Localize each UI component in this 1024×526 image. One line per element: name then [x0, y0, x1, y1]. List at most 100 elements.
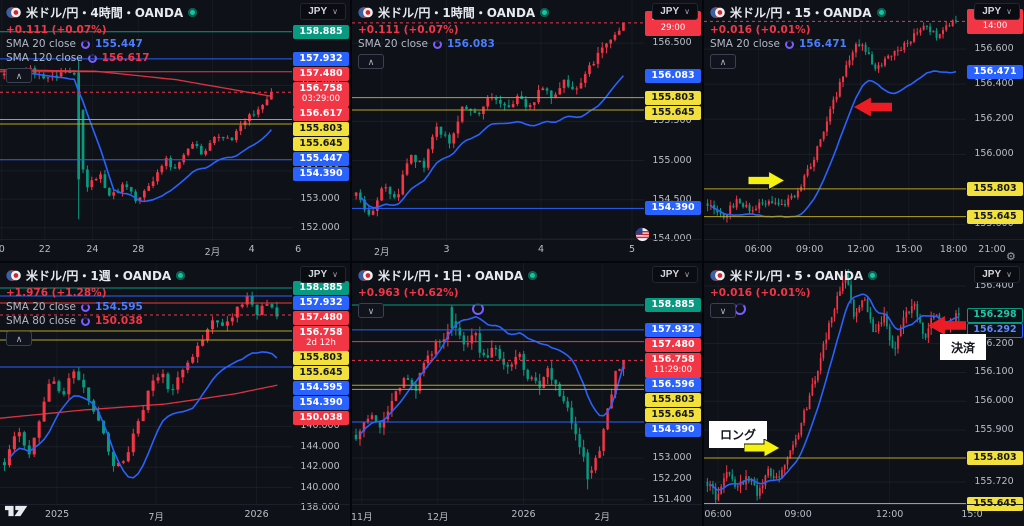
chart-panel-usdjpy-1h: 米ドル/円・1時間・OANDA +0.111 (+0.07%) SMA 20 c… [352, 0, 704, 263]
time-axis[interactable]: 11月 12月 2026 2月 [352, 504, 702, 526]
price-label: 154.390 [293, 396, 349, 410]
time-axis-tick: 15:0 [961, 509, 983, 520]
price-label: 155.645 [293, 366, 349, 380]
price-axis-tick: 156.000 [974, 148, 1014, 160]
currency-button[interactable]: JPY ∨ [974, 266, 1020, 283]
annotation-arrow-right[interactable] [747, 170, 787, 191]
bar-countdown: 2d 12h [306, 338, 336, 348]
price-label: 155.447 [293, 151, 349, 166]
price-axis-tick: 146.000 [300, 420, 340, 432]
price-label: 155.803 [645, 90, 701, 105]
time-axis-tick: 24 [86, 244, 99, 255]
axis-settings-icon[interactable]: ⚙ [1006, 250, 1016, 263]
price-label: 155.645 [645, 407, 701, 422]
price-axis-tick: 155.500 [652, 115, 692, 127]
price-axis-tick: 156.200 [974, 337, 1014, 349]
price-label: 155.803 [645, 392, 701, 407]
time-axis[interactable]: 06:00 09:00 12:00 15:0 [704, 504, 1024, 526]
candlestick-chart[interactable] [352, 0, 644, 242]
price-axis-tick: 155.600 [974, 218, 1014, 230]
annotation-label[interactable]: 決済 [940, 334, 986, 360]
price-axis-tick: 142.000 [300, 461, 340, 473]
candlestick-chart[interactable] [352, 263, 644, 505]
currency-button[interactable]: JPY ∨ [300, 3, 346, 20]
time-axis-tick: 0 [0, 244, 5, 255]
economic-event-icon[interactable] [635, 227, 650, 246]
time-axis-tick: 4 [537, 244, 545, 255]
chart-panel-usdjpy-1d: 米ドル/円・1日・OANDA +0.963 (+0.62%) ∨ JPY ∨ 1… [352, 263, 704, 526]
candlestick-chart[interactable] [704, 0, 966, 242]
currency-button[interactable]: JPY ∨ [652, 266, 698, 283]
time-axis-tick: 06:00 [704, 509, 732, 520]
tradingview-logo[interactable] [5, 503, 29, 522]
time-axis[interactable]: 2025 7月 2026 [0, 504, 350, 526]
price-label: 156.471 [967, 64, 1023, 79]
price-axis-tick: 156.600 [974, 43, 1014, 55]
price-label: 156.758 11:29:00 [645, 352, 701, 378]
price-label: 155.645 [967, 209, 1023, 224]
bar-countdown: 11:29:00 [653, 364, 693, 375]
currency-label: JPY [660, 269, 680, 280]
price-label: 155.803 [967, 181, 1023, 196]
price-axis[interactable]: 157.000154.000153.000152.000158.885157.9… [292, 0, 350, 240]
chevron-down-icon: ∨ [1006, 7, 1012, 16]
time-axis-tick: 2026 [511, 509, 536, 520]
price-axis-tick: 153.000 [300, 193, 340, 205]
time-axis-tick: 12:00 [847, 244, 875, 255]
annotation-arrow-left[interactable] [854, 97, 892, 117]
bar-countdown: 29:00 [660, 22, 686, 33]
price-axis-tick: 144.000 [300, 440, 340, 452]
price-axis-tick: 140.000 [300, 481, 340, 493]
price-axis[interactable]: 156.600156.400156.200156.000155.600156.7… [966, 0, 1024, 240]
chart-panel-usdjpy-5m: 米ドル/円・5・OANDA +0.016 (+0.01%) ∨ JPY ∨ 15… [704, 263, 1024, 526]
price-axis-tick: 156.100 [974, 366, 1014, 378]
price-label: 155.645 [967, 496, 1023, 511]
time-axis-tick: 2025 [44, 509, 70, 520]
price-axis-tick: 138.000 [300, 502, 340, 514]
time-axis-tick: 3 [443, 244, 450, 255]
annotation-arrow-left[interactable] [926, 316, 968, 335]
price-label: 156.083 [645, 68, 701, 83]
currency-label: JPY [308, 6, 328, 17]
annotation-label[interactable]: ロング [709, 421, 767, 448]
candlestick-chart[interactable] [0, 263, 292, 505]
annotation-arrow-right[interactable] [743, 438, 782, 458]
currency-label: JPY [982, 6, 1002, 17]
time-axis-tick: 09:00 [784, 509, 812, 520]
price-axis[interactable]: 156.500155.500155.000154.500154.000156.7… [644, 0, 702, 244]
price-label: 156.298 [967, 308, 1023, 324]
price-label: 155.645 [645, 105, 701, 120]
price-axis[interactable]: 154.000153.000152.200151.400158.885157.9… [644, 263, 702, 505]
time-axis-tick: 18:00 [939, 244, 968, 255]
price-axis[interactable]: 156.400 156.200 156.100 156.000 155.900 155.7… [966, 263, 1024, 511]
candlestick-chart[interactable] [0, 0, 292, 242]
price-axis-tick: 152.200 [652, 472, 692, 484]
price-label: 154.595 [293, 381, 349, 395]
time-axis-tick: 7月 [148, 512, 164, 523]
time-axis-tick: 28 [132, 244, 145, 255]
price-label: 154.390 [645, 422, 701, 437]
price-axis-tick: 154.000 [652, 232, 692, 244]
time-axis-tick: 22 [38, 244, 51, 255]
chart-panel-usdjpy-4h: 米ドル/円・4時間・OANDA +0.111 (+0.07%) SMA 20 c… [0, 0, 352, 263]
price-label: 157.480 [293, 66, 349, 81]
time-axis[interactable]: 06:00 09:00 12:00 15:00 18:00 21:00 [704, 239, 1024, 261]
currency-label: JPY [982, 269, 1002, 280]
currency-button[interactable]: JPY ∨ [300, 266, 346, 283]
price-label: 157.480 [293, 311, 349, 325]
price-axis-tick: 151.400 [652, 493, 692, 505]
price-label: 154.390 [293, 166, 349, 181]
currency-button[interactable]: JPY ∨ [974, 3, 1020, 20]
price-label: 155.803 [293, 351, 349, 365]
time-axis[interactable]: 0 22 24 28 2月 4 6 [0, 239, 350, 261]
time-axis[interactable]: 2月 3 4 5 [352, 239, 702, 261]
price-axis-tick: 156.500 [652, 37, 692, 49]
currency-button[interactable]: JPY ∨ [652, 3, 698, 20]
price-label: 156.758 03:29:00 [293, 81, 349, 107]
currency-label: JPY [660, 6, 680, 17]
price-axis[interactable]: 148.000146.000144.000142.000140.000138.0… [292, 263, 350, 513]
candlestick-chart[interactable] [704, 263, 966, 505]
time-axis-tick: 6 [295, 244, 302, 255]
time-axis-tick: 2月 [204, 247, 221, 258]
